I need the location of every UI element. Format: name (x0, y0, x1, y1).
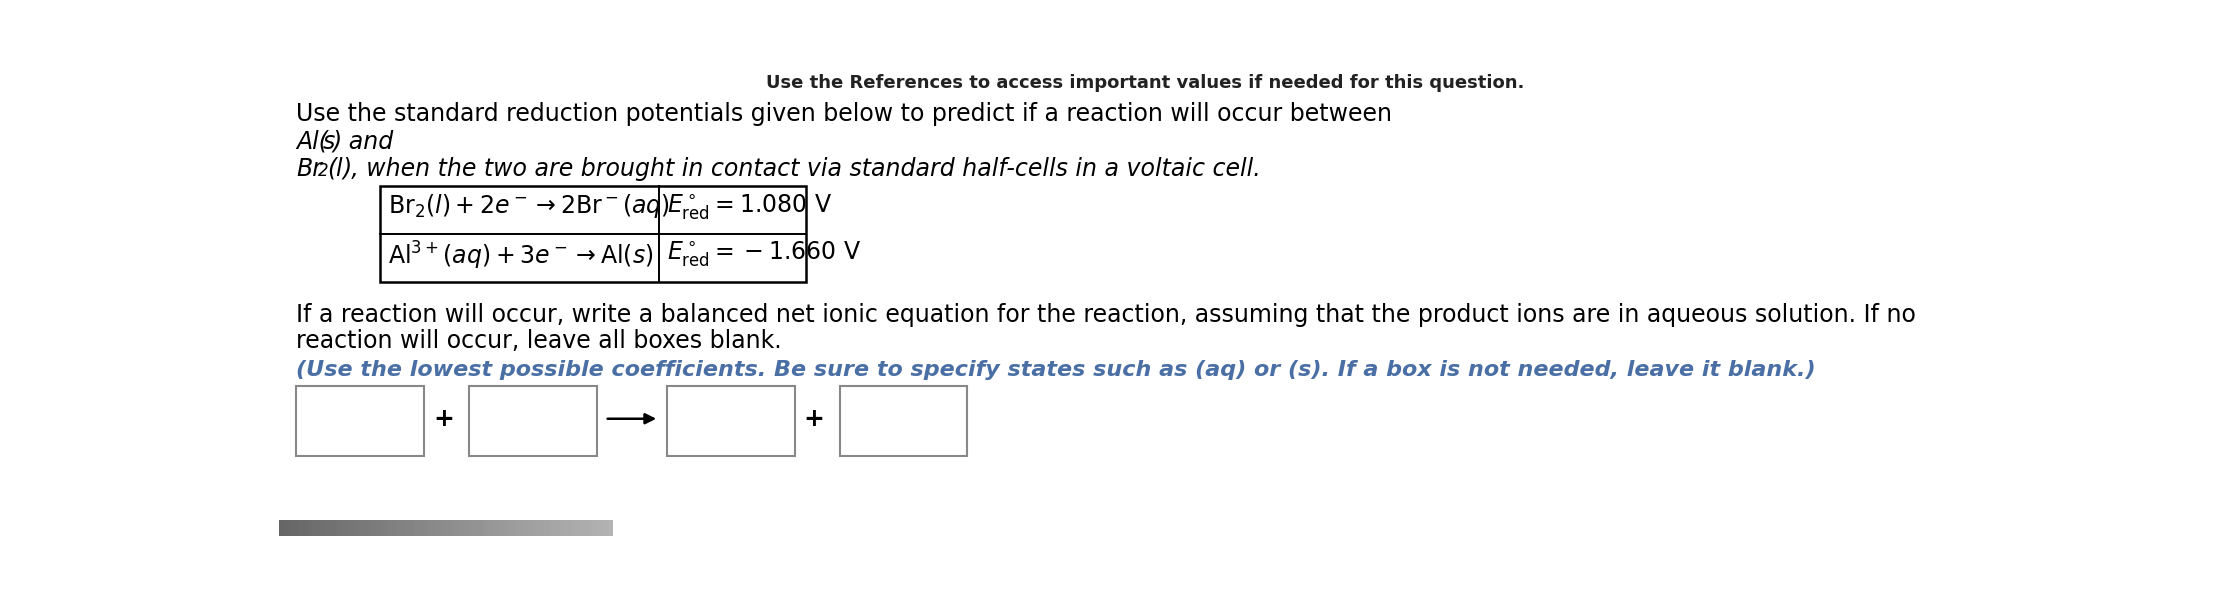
Text: reaction will occur, leave all boxes blank.: reaction will occur, leave all boxes bla… (297, 329, 782, 353)
Text: $\mathrm{Al}^{3+}(\mathit{aq}) + 3e^- \rightarrow \mathrm{Al}(\mathit{s})$: $\mathrm{Al}^{3+}(\mathit{aq}) + 3e^- \r… (389, 240, 652, 272)
Text: Br: Br (297, 157, 322, 181)
Text: l: l (335, 157, 342, 181)
Text: +: + (804, 407, 824, 431)
Text: ) and: ) and (333, 130, 393, 154)
Text: If a reaction will occur, write a balanced net ionic equation for the reaction, : If a reaction will occur, write a balanc… (297, 303, 1917, 327)
Text: $E^\circ_{\mathrm{red}} = -1.660\ \mathrm{V}$: $E^\circ_{\mathrm{red}} = -1.660\ \mathr… (666, 240, 860, 269)
Text: $\mathrm{Br_2}(\mathit{l}) + 2e^- \rightarrow 2\mathrm{Br}^-(\mathit{aq})$: $\mathrm{Br_2}(\mathit{l}) + 2e^- \right… (389, 193, 670, 220)
Bar (297, 386, 424, 456)
Text: ), when the two are brought in contact via standard half-cells in a voltaic cell: ), when the two are brought in contact v… (342, 157, 1262, 181)
Text: Use the References to access important values if needed for this question.: Use the References to access important v… (766, 74, 1524, 92)
Text: Al(: Al( (297, 130, 328, 154)
Text: 2: 2 (317, 161, 328, 179)
Text: (Use the lowest possible coefficients. Be sure to specify states such as (aq) or: (Use the lowest possible coefficients. B… (297, 360, 1816, 380)
Text: (: ( (328, 157, 337, 181)
Bar (666, 386, 795, 456)
Text: $E^\circ_{\mathrm{red}} = 1.080\ \mathrm{V}$: $E^\circ_{\mathrm{red}} = 1.080\ \mathrm… (666, 193, 831, 222)
Text: +: + (433, 407, 454, 431)
Text: s: s (322, 130, 335, 154)
Bar (469, 386, 596, 456)
Bar (380, 186, 806, 282)
Bar (840, 386, 967, 456)
Text: Use the standard reduction potentials given below to predict if a reaction will : Use the standard reduction potentials gi… (297, 102, 1392, 125)
